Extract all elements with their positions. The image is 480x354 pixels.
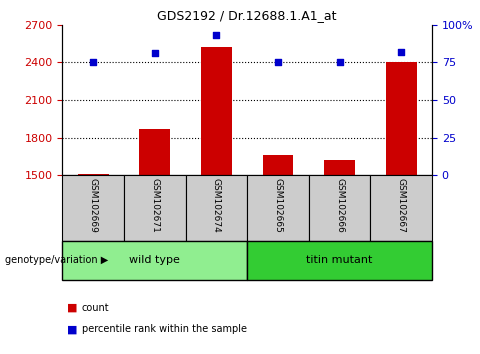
Text: ■: ■ bbox=[67, 303, 78, 313]
Point bbox=[151, 51, 158, 56]
Bar bbox=[371, 175, 432, 241]
Bar bbox=[62, 175, 124, 241]
Point bbox=[397, 49, 405, 55]
Text: GSM102674: GSM102674 bbox=[212, 178, 221, 233]
Point bbox=[274, 59, 282, 65]
Bar bbox=[62, 241, 247, 280]
Bar bbox=[324, 160, 355, 175]
Point bbox=[89, 59, 97, 65]
Bar bbox=[186, 175, 247, 241]
Bar bbox=[201, 47, 232, 175]
Bar bbox=[386, 62, 417, 175]
Text: GSM102669: GSM102669 bbox=[89, 178, 98, 233]
Point bbox=[213, 33, 220, 38]
Bar bbox=[78, 174, 108, 175]
Text: GSM102666: GSM102666 bbox=[335, 178, 344, 233]
Text: GSM102665: GSM102665 bbox=[274, 178, 283, 233]
Text: GSM102667: GSM102667 bbox=[396, 178, 406, 233]
Text: percentile rank within the sample: percentile rank within the sample bbox=[82, 324, 247, 334]
Text: count: count bbox=[82, 303, 109, 313]
Title: GDS2192 / Dr.12688.1.A1_at: GDS2192 / Dr.12688.1.A1_at bbox=[157, 9, 337, 22]
Bar bbox=[247, 241, 432, 280]
Bar bbox=[263, 155, 293, 175]
Point bbox=[336, 59, 344, 65]
Bar bbox=[139, 129, 170, 175]
Text: titin mutant: titin mutant bbox=[306, 255, 373, 265]
Bar bbox=[309, 175, 371, 241]
Text: genotype/variation ▶: genotype/variation ▶ bbox=[5, 255, 108, 265]
Text: GSM102671: GSM102671 bbox=[150, 178, 159, 233]
Text: wild type: wild type bbox=[130, 255, 180, 265]
Bar bbox=[124, 175, 186, 241]
Bar bbox=[247, 175, 309, 241]
Text: ■: ■ bbox=[67, 324, 78, 334]
